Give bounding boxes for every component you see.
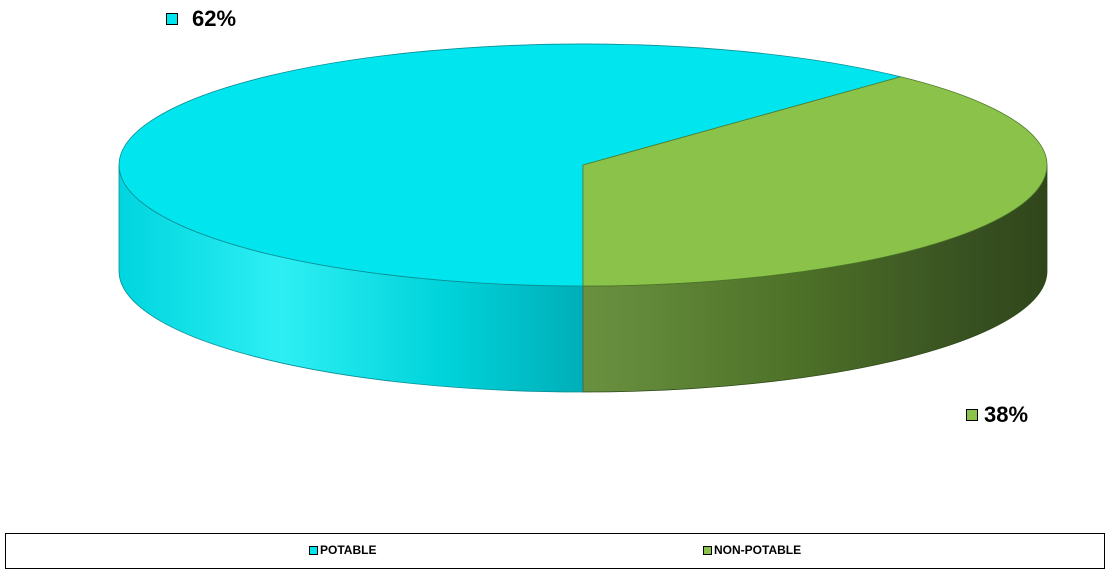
data-label-potable-text: 62% bbox=[192, 6, 237, 31]
legend-label-non-potable: NON-POTABLE bbox=[714, 543, 802, 557]
non-potable-swatch-icon bbox=[966, 409, 978, 421]
legend-swatch-non-potable-icon bbox=[703, 545, 712, 555]
data-label-non-potable-text: 38% bbox=[984, 402, 1029, 427]
legend-swatch-potable-icon bbox=[309, 545, 318, 555]
legend-label-potable: POTABLE bbox=[320, 543, 377, 557]
slice-potable bbox=[118, 43, 903, 287]
legend-entry-potable: POTABLE bbox=[309, 543, 376, 557]
potable-swatch-icon bbox=[166, 13, 178, 25]
legend-entry-non-potable: NON-POTABLE bbox=[703, 543, 801, 557]
data-label-non-potable: 38% bbox=[966, 402, 1028, 428]
slice-non-potable bbox=[582, 76, 1048, 287]
data-label-potable: 62% bbox=[166, 6, 236, 32]
